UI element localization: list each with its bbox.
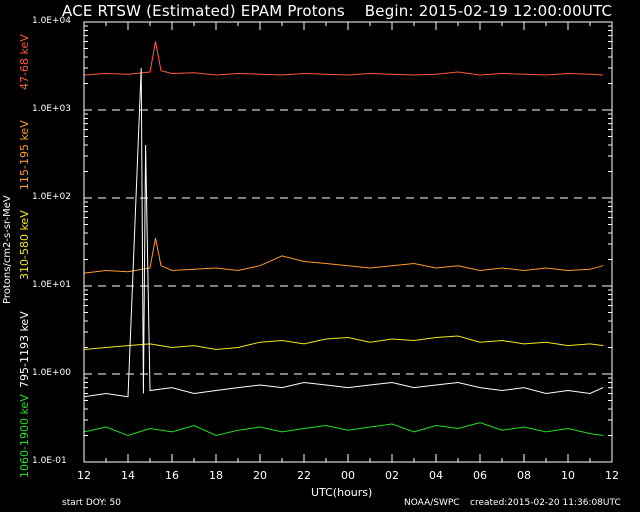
series-lines (83, 41, 604, 437)
y-tick-label: 1.0E+01 (32, 280, 71, 290)
begin-time: Begin: 2015-02-19 12:00:00UTC (364, 2, 613, 20)
plot-frame (83, 21, 613, 463)
series-label: 1060-1900 keV (18, 394, 31, 478)
series-label: 310-580 keV (18, 210, 31, 280)
series-line-4 (83, 67, 604, 398)
x-axis-label: UTC(hours) (311, 486, 373, 499)
series-line-3 (83, 335, 604, 351)
start-doy: start DOY: 50 (62, 498, 121, 508)
series-label: 47-68 keV (18, 34, 31, 90)
x-tick-label: 10 (561, 469, 575, 482)
series-line-1 (83, 41, 604, 76)
data-source: NOAA/SWPC (404, 498, 460, 508)
y-tick-label: 1.0E-01 (32, 456, 67, 466)
x-tick-label: 14 (121, 469, 135, 482)
x-tick-label: 04 (429, 469, 443, 482)
x-tick-label: 22 (297, 469, 311, 482)
series-label: 795-1193 keV (18, 311, 31, 388)
y-axis-label: Protons/cm2-s-sr-MeV (2, 195, 13, 304)
y-tick-label: 1.0E+04 (32, 16, 71, 26)
gridlines (84, 109, 612, 375)
x-tick-label: 12 (77, 469, 91, 482)
x-tick-label: 08 (517, 469, 531, 482)
axis-ticks (83, 21, 613, 463)
created-timestamp: created:2015-02-20 11:36:08UTC (470, 498, 621, 508)
x-tick-label: 16 (165, 469, 179, 482)
x-tick-label: 20 (253, 469, 267, 482)
series-label: 115-195 keV (18, 120, 31, 190)
series-line-2 (83, 238, 604, 274)
chart-title: ACE RTSW (Estimated) EPAM Protons Begin:… (62, 2, 613, 20)
y-tick-label: 1.0E+02 (32, 192, 71, 202)
x-tick-label: 18 (209, 469, 223, 482)
y-tick-label: 1.0E+03 (32, 104, 71, 114)
x-tick-label: 00 (341, 469, 355, 482)
x-tick-label: 12 (605, 469, 619, 482)
x-tick-label: 02 (385, 469, 399, 482)
y-tick-label: 1.0E+00 (32, 368, 71, 378)
x-tick-label: 06 (473, 469, 487, 482)
series-line-5 (83, 422, 604, 437)
